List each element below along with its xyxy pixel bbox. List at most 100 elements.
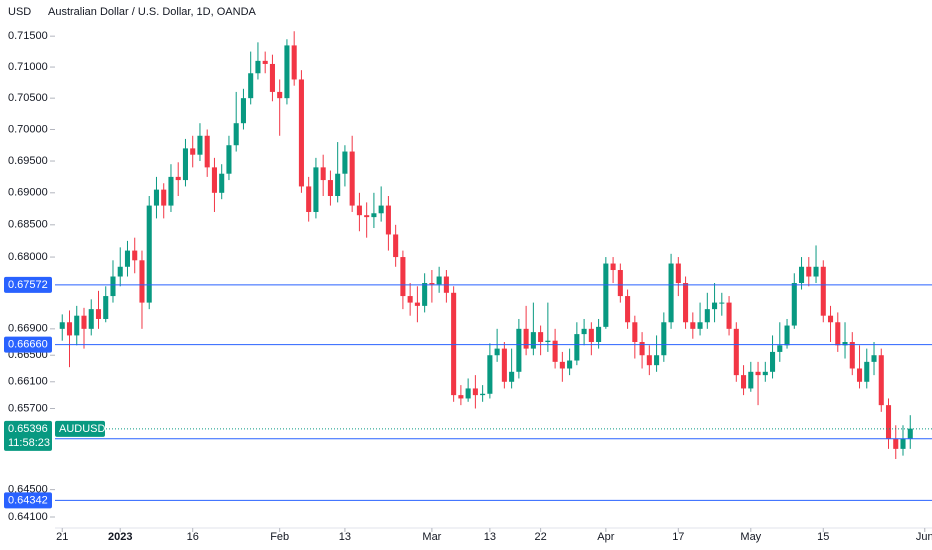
candle-body [791, 283, 797, 326]
candle-body [878, 355, 884, 406]
candle-body [197, 135, 203, 155]
price-label: 0.67572 [8, 279, 48, 291]
candle-body [161, 189, 167, 206]
candle-body [327, 180, 333, 196]
candle-body [893, 438, 899, 449]
candle-body [175, 176, 181, 181]
candle-body [59, 322, 65, 329]
candle-body [349, 151, 355, 206]
x-tick-label: 13 [484, 531, 496, 543]
candle-body [313, 167, 319, 212]
y-tick-label: 0.70000 [8, 123, 48, 135]
candle-body [588, 328, 594, 343]
candle-body [422, 283, 428, 306]
candle-body [298, 79, 304, 187]
x-tick-label: Mar [422, 531, 441, 543]
candle-body [770, 351, 776, 372]
candle-body [610, 263, 616, 271]
candle-body [574, 334, 580, 361]
candle-body [617, 270, 623, 297]
price-label: 0.64342 [8, 494, 48, 506]
candle-body [516, 328, 522, 372]
candle-body [407, 296, 413, 303]
candle-body [240, 98, 246, 124]
candle-body [124, 250, 131, 267]
price-label-box [4, 336, 52, 353]
candle-body [559, 361, 565, 369]
candle-body [190, 148, 196, 155]
candle-body [146, 205, 152, 303]
candle-body [429, 283, 435, 285]
candle-body [885, 405, 892, 439]
symbol-box [55, 420, 105, 437]
candle-body [182, 148, 188, 181]
candle-body [219, 173, 225, 193]
candle-body [603, 263, 609, 327]
candle-body [733, 328, 739, 376]
candle-body [907, 428, 913, 439]
candle-body [849, 342, 855, 369]
candle-body [233, 123, 239, 146]
price-label-box [4, 276, 52, 293]
candle-body [269, 63, 275, 92]
candle-body [755, 371, 761, 376]
candle-body [777, 345, 783, 352]
y-tick-label: 0.71500 [8, 30, 48, 42]
candle-body [596, 326, 602, 343]
candle-body [538, 332, 544, 343]
candle-body [675, 263, 681, 284]
candle-body [378, 205, 384, 214]
price-label: 0.66660 [8, 339, 48, 351]
candle-body [683, 283, 689, 323]
y-tick-label: 0.71000 [8, 61, 48, 73]
candle-body [248, 73, 254, 99]
candle-body [632, 322, 638, 343]
candle-body [494, 348, 500, 356]
candle-body [784, 325, 790, 346]
candle-body [458, 395, 464, 399]
x-tick-label: May [740, 531, 761, 543]
candle-body [871, 355, 877, 362]
last-price-label: 0.65396 [8, 423, 48, 435]
candle-body [856, 368, 863, 382]
chart-title: Australian Dollar / U.S. Dollar, 1D, OAN… [48, 6, 257, 18]
candle-body [813, 266, 819, 277]
candle-body [712, 302, 718, 310]
y-tick-label: 0.68500 [8, 219, 48, 231]
candle-body [306, 186, 312, 212]
candle-body [284, 45, 290, 99]
candle-body [654, 355, 660, 366]
countdown-label: 11:58:23 [8, 437, 50, 449]
currency-label: USD [8, 6, 31, 18]
candle-body [436, 276, 442, 285]
candle-body [66, 322, 73, 336]
candle-body [487, 355, 493, 394]
candle-body [393, 234, 399, 258]
y-tick-label: 0.69500 [8, 155, 48, 167]
candle-body [806, 266, 812, 277]
y-tick-label: 0.66100 [8, 376, 48, 388]
y-tick-label: 0.66900 [8, 323, 48, 335]
price-label-box [4, 492, 52, 509]
x-tick-label: Feb [270, 531, 289, 543]
x-tick-label: Apr [597, 531, 614, 543]
candle-body [552, 340, 558, 362]
last-price-box [4, 420, 52, 451]
candle-body [501, 348, 507, 382]
candle-body [690, 322, 696, 329]
candle-body [110, 276, 116, 297]
candle-body [371, 213, 377, 218]
candle-body [211, 167, 217, 193]
candle-body [385, 205, 391, 235]
candle-body [509, 371, 515, 382]
candle-body [117, 266, 123, 277]
candle-body [103, 296, 109, 319]
candle-body [335, 173, 341, 196]
candle-body [204, 135, 210, 168]
candle-body [451, 292, 457, 396]
candle-body [262, 60, 268, 64]
y-tick-label: 0.64100 [8, 511, 48, 523]
y-tick-label: 0.65700 [8, 402, 48, 414]
candle-body [74, 315, 80, 336]
candle-body [95, 309, 102, 319]
